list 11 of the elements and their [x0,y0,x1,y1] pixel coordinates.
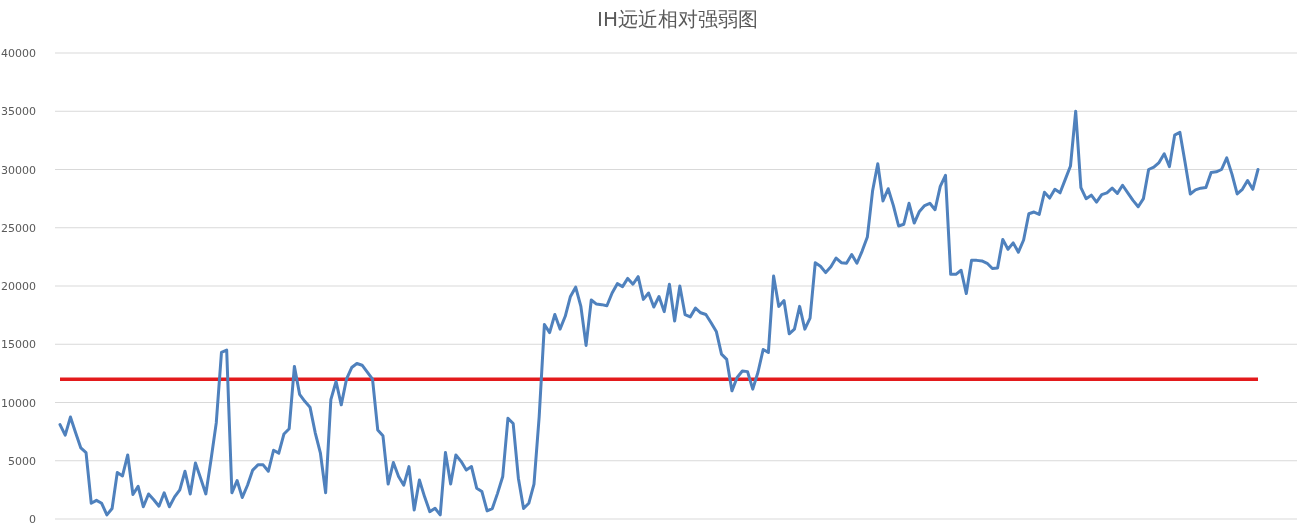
line-series [58,109,1260,517]
y-tick-label: 5000 [8,454,36,468]
y-tick-label: 10000 [1,396,36,410]
y-tick-label: 25000 [1,221,36,235]
y-tick-label: 30000 [1,163,36,177]
y-tick-label: 40000 [1,47,36,60]
y-tick-label: 15000 [1,338,36,352]
y-tick-label: 0 [29,513,36,526]
y-tick-label: 20000 [1,280,36,293]
y-tick-label: 35000 [1,105,36,119]
chart-title: IH远近相对强弱图 [597,7,758,31]
